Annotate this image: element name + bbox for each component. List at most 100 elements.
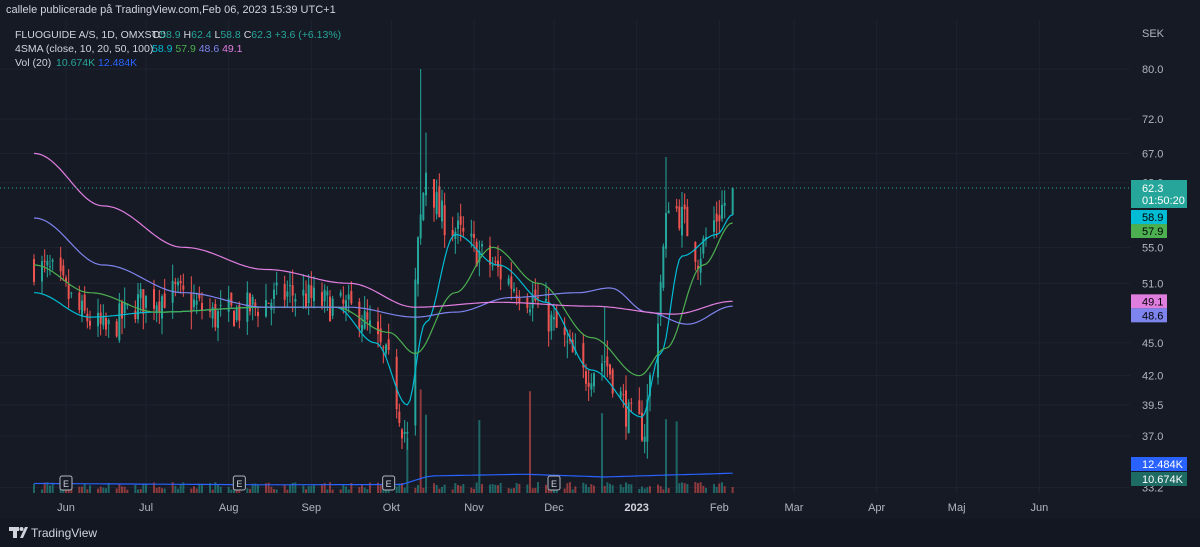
candle-body[interactable] (417, 237, 419, 285)
candle-body[interactable] (361, 325, 363, 332)
candle-body[interactable] (46, 260, 49, 266)
candle-body[interactable] (550, 314, 553, 331)
candle-body[interactable] (190, 292, 193, 313)
time-scale[interactable]: Jun Jul Aug Sep Okt Nov Dec 2023 Feb Mar Apr Maj Jun (57, 502, 1048, 514)
candle-body[interactable] (193, 299, 195, 308)
earnings-marker[interactable]: E (547, 475, 561, 491)
candle-body[interactable] (625, 390, 627, 427)
candle-body[interactable] (454, 231, 457, 239)
candle-body[interactable] (249, 293, 251, 312)
candle-body[interactable] (606, 356, 609, 367)
price-scale[interactable]: 80.072.067.063.055.051.045.042.039.537.0… (1142, 64, 1163, 495)
candle-body[interactable] (681, 207, 683, 236)
candle-body[interactable] (43, 260, 46, 262)
candle-body[interactable] (713, 220, 715, 232)
candle-body[interactable] (217, 311, 219, 329)
candle-body[interactable] (267, 302, 270, 304)
candle-body[interactable] (283, 283, 286, 300)
candlesticks[interactable] (33, 69, 734, 459)
candle-body[interactable] (443, 205, 446, 236)
candle-body[interactable] (406, 431, 409, 434)
candle-body[interactable] (403, 431, 406, 434)
candle-body[interactable] (161, 296, 163, 319)
candle-body[interactable] (198, 294, 201, 299)
candle-body[interactable] (342, 299, 345, 304)
candle-body[interactable] (609, 364, 611, 375)
candle-body[interactable] (209, 310, 211, 312)
candle-body[interactable] (603, 361, 606, 363)
candle-body[interactable] (350, 291, 353, 304)
candle-body[interactable] (563, 327, 566, 336)
candle-body[interactable] (473, 234, 475, 238)
candle-body[interactable] (419, 214, 422, 239)
candle-body[interactable] (587, 382, 590, 387)
candle-body[interactable] (643, 436, 646, 442)
candle-body[interactable] (451, 230, 454, 236)
candle-body[interactable] (457, 220, 459, 230)
candle-body[interactable] (345, 300, 347, 310)
candle-body[interactable] (369, 320, 371, 326)
candle-body[interactable] (569, 338, 571, 341)
candle-body[interactable] (286, 291, 289, 297)
candle-body[interactable] (174, 281, 177, 284)
candle-body[interactable] (659, 282, 662, 317)
candle-body[interactable] (438, 186, 441, 218)
candle-body[interactable] (718, 215, 721, 221)
candle-body[interactable] (478, 250, 481, 262)
candle-body[interactable] (195, 300, 198, 305)
candle-body[interactable] (67, 284, 70, 299)
candle-body[interactable] (507, 278, 510, 285)
candle-body[interactable] (65, 277, 67, 282)
earnings-marker[interactable]: E (59, 475, 73, 491)
candle-body[interactable] (491, 265, 494, 267)
candle-body[interactable] (435, 192, 438, 215)
candle-body[interactable] (721, 204, 723, 219)
candle-body[interactable] (593, 373, 595, 387)
candle-body[interactable] (41, 261, 43, 282)
earnings-marker[interactable]: E (232, 475, 246, 491)
candle-body[interactable] (702, 238, 705, 254)
candle-body[interactable] (377, 321, 379, 335)
candle-body[interactable] (494, 261, 497, 263)
candle-body[interactable] (137, 294, 139, 320)
candle-body[interactable] (657, 323, 659, 378)
candle-body[interactable] (662, 246, 665, 288)
candle-body[interactable] (230, 292, 233, 306)
candle-body[interactable] (582, 343, 585, 368)
candle-body[interactable] (155, 305, 158, 313)
volume-legend[interactable]: Vol (20) 10.674K 12.484K (15, 57, 137, 69)
candle-body[interactable] (233, 311, 235, 327)
candle-body[interactable] (590, 383, 593, 390)
candle-body[interactable] (401, 429, 403, 439)
candle-body[interactable] (566, 341, 569, 343)
candle-body[interactable] (462, 227, 465, 232)
candle-body[interactable] (513, 288, 515, 292)
symbol-legend[interactable]: FLUOGUIDE A/S, 1D, OMXSTO O58.9 H62.4 L5… (15, 29, 341, 41)
candle-body[interactable] (366, 312, 369, 320)
sma-legend[interactable]: 4SMA (close, 10, 20, 50, 100) 58.9 57.9 … (15, 43, 243, 55)
candle-body[interactable] (678, 206, 681, 229)
candle-body[interactable] (134, 310, 137, 320)
candle-body[interactable] (547, 301, 550, 332)
candle-body[interactable] (257, 311, 259, 317)
candle-body[interactable] (294, 299, 297, 302)
candle-body[interactable] (433, 179, 435, 208)
candle-body[interactable] (313, 287, 315, 302)
candle-body[interactable] (641, 412, 643, 441)
candle-body[interactable] (214, 303, 217, 328)
candle-body[interactable] (675, 206, 678, 209)
candle-body[interactable] (414, 279, 417, 426)
candle-body[interactable] (70, 292, 73, 294)
candle-body[interactable] (329, 296, 331, 322)
candle-body[interactable] (499, 265, 502, 280)
candle-body[interactable] (305, 293, 307, 308)
candle-body[interactable] (201, 303, 203, 311)
candle-body[interactable] (358, 301, 361, 328)
candle-body[interactable] (121, 302, 123, 319)
candle-body[interactable] (177, 281, 179, 286)
candle-body[interactable] (115, 321, 118, 337)
candle-body[interactable] (326, 291, 329, 296)
candle-body[interactable] (497, 260, 499, 267)
candle-body[interactable] (105, 318, 107, 330)
